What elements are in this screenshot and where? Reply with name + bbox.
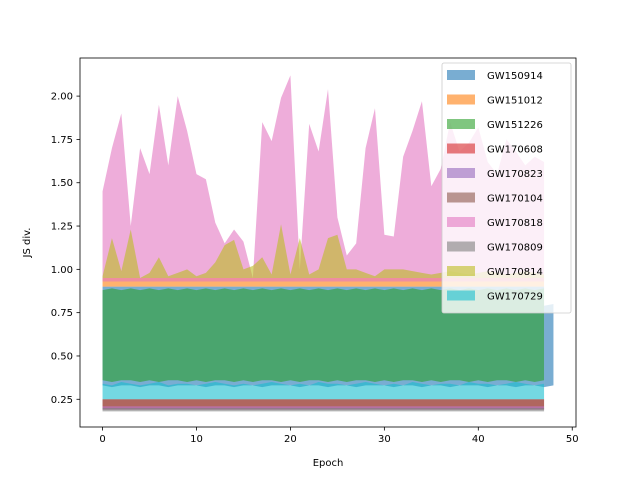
legend-label: GW151012	[487, 96, 543, 107]
legend-swatch	[447, 143, 475, 154]
y-tick-label: 1.00	[51, 265, 73, 276]
legend-swatch	[447, 168, 475, 178]
legend-label: GW150914	[487, 71, 543, 82]
area-gw170729	[102, 381, 545, 400]
area-gw170814	[102, 224, 545, 279]
y-axis-label: JS div.	[22, 228, 33, 259]
x-tick-label: 30	[378, 434, 391, 445]
x-tick-label: 20	[284, 434, 297, 445]
legend-swatch	[447, 290, 475, 301]
x-tick-label: 10	[190, 434, 203, 445]
legend-label: GW170823	[487, 169, 543, 180]
y-tick-label: 1.75	[51, 135, 73, 146]
y-axis: 0.25 0.50 0.75 1.00 1.25 1.50 1.75 2.00	[51, 92, 80, 406]
x-axis-label: Epoch	[313, 458, 344, 469]
legend-label: GW170809	[487, 243, 543, 254]
area-gw151226	[102, 288, 545, 382]
y-tick-label: 0.75	[51, 308, 73, 319]
area-gw170809	[102, 407, 545, 412]
legend-swatch	[447, 94, 475, 105]
x-axis: 0 10 20 30 40 50	[99, 427, 579, 445]
plot-areas	[102, 75, 554, 412]
legend-label: GW170104	[487, 194, 543, 205]
y-tick-label: 0.50	[51, 351, 73, 362]
plot-frame	[79, 57, 577, 428]
area-gw170818	[102, 75, 545, 282]
legend-label: GW170729	[487, 292, 543, 303]
legend-label: GW170814	[487, 267, 543, 278]
legend-swatch	[447, 266, 475, 276]
x-tick-label: 0	[99, 434, 105, 445]
legend: GW150914 GW151012 GW151226 GW170608 GW170823…	[441, 62, 572, 314]
y-tick-label: 1.25	[51, 222, 73, 233]
legend-label: GW170608	[487, 145, 543, 156]
y-tick-label: 1.50	[51, 178, 73, 189]
area-gw170104	[102, 399, 545, 407]
legend-swatch	[447, 70, 475, 80]
legend-label: GW170818	[487, 218, 543, 229]
x-tick-label: 40	[472, 434, 485, 445]
legend-label: GW151226	[487, 120, 543, 131]
legend-swatch	[447, 241, 475, 252]
x-tick-label: 50	[566, 434, 579, 445]
legend-swatch	[447, 192, 475, 203]
legend-swatch	[447, 217, 475, 227]
y-tick-label: 0.25	[51, 395, 73, 406]
area-tail-gw150914	[544, 304, 554, 388]
legend-swatch	[447, 119, 475, 129]
y-tick-label: 2.00	[51, 92, 73, 103]
